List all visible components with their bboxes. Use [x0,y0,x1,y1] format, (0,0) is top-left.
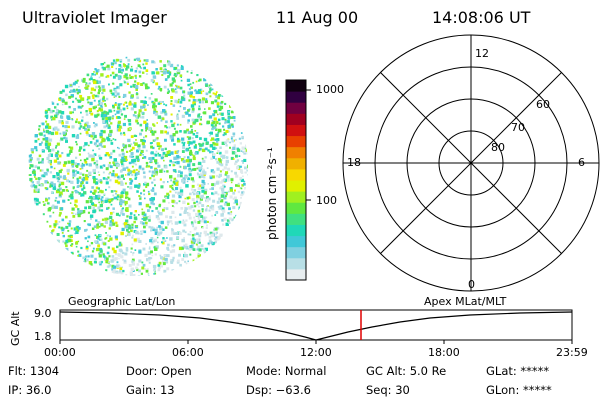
x-tick-0600: 06:00 [172,346,204,359]
gain-value: Gain: 13 [126,383,175,397]
mlt-6-label: 6 [578,156,585,169]
mlt-0-label: 0 [468,278,475,291]
colorbar-segment [286,113,306,125]
mlt-18-label: 18 [347,156,361,169]
altplot-y-label: GC Alt [9,311,22,346]
colorbar-tick-1000: 1000 [316,83,344,96]
uv-image-disk [28,56,248,276]
door-status: Door: Open [126,364,192,378]
colorbar-segment [286,146,306,159]
colorbar-segment [286,157,306,170]
geo-latitude: GLat: ***** [486,364,550,378]
colorbar-unit-label: photon cm⁻²s⁻¹ [265,147,279,240]
colorbar-segment [286,91,306,103]
colorbar-segment [286,246,306,259]
colorbar-segment [286,235,306,248]
instrument-title: Ultraviolet Imager [22,8,167,27]
colorbar-segment [286,102,306,114]
colorbar-segment [286,135,306,148]
lat-60-label: 60 [536,98,550,111]
polar-grid [342,34,600,292]
geo-longitude: GLon: ***** [486,383,552,397]
altplot-right-title: Apex MLat/MLT [424,295,507,308]
altplot-y-bottom: 1.8 [34,330,52,343]
lat-80-label: 80 [491,141,505,154]
sequence-number: Seq: 30 [366,383,410,397]
colorbar-segment [286,168,306,181]
x-tick-0000: 00:00 [44,346,76,359]
x-tick-2359: 23:59 [556,346,588,359]
colorbar-segment [286,268,306,281]
lat-70-label: 70 [511,121,525,134]
altplot-y-top: 9.0 [34,307,52,320]
ip-value: IP: 36.0 [8,383,52,397]
x-tick-1800: 18:00 [428,346,460,359]
colorbar-segment [286,213,306,225]
colorbar-segment [286,124,306,137]
colorbar-segment [286,224,306,237]
colorbar-segment [286,202,306,214]
colorbar-segment [286,80,306,92]
mode-value: Mode: Normal [246,364,327,378]
dsp-value: Dsp: −63.6 [246,383,311,397]
gc-altitude: GC Alt: 5.0 Re [366,364,447,378]
color-bar [285,79,311,281]
colorbar-segment [286,257,306,270]
time-label: 14:08:06 UT [432,8,531,27]
colorbar-segment [286,191,306,203]
mlt-12-label: 12 [475,47,489,60]
altplot-left-title: Geographic Lat/Lon [68,295,176,308]
flight-number: Flt: 1304 [8,364,60,378]
x-tick-1200: 12:00 [300,346,332,359]
date-label: 11 Aug 00 [276,8,359,27]
colorbar-tick-100: 100 [316,194,337,207]
colorbar-segment [286,180,306,192]
altitude-plot [59,309,573,344]
